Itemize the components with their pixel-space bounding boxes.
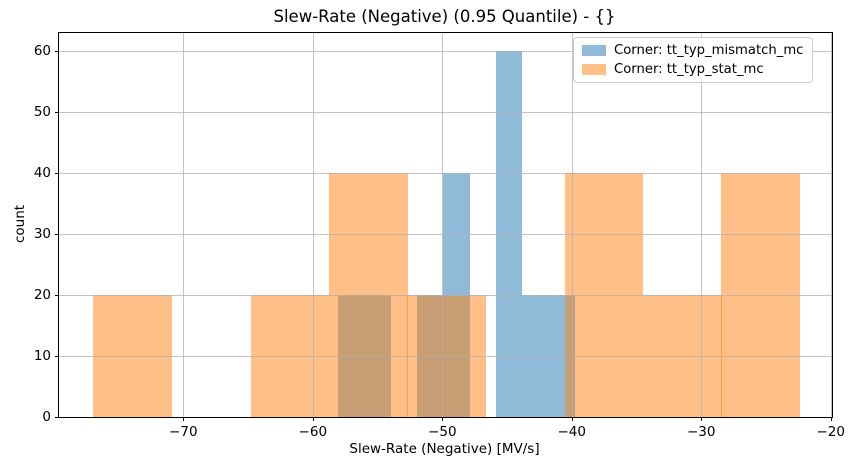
legend-label: Corner: tt_typ_mismatch_mc [614, 43, 804, 58]
x-gridline [830, 33, 832, 417]
y-tick-mark [55, 51, 59, 53]
y-tick-label: 20 [33, 287, 51, 304]
plot-area: −70 −60 −50 −40 −30 −20 0 10 20 30 40 50 60 [34, 32, 845, 440]
legend-swatch-blue-icon [582, 45, 606, 56]
y-gridline [59, 173, 832, 175]
x-tick-label: −40 [557, 424, 586, 440]
y-gridline [59, 356, 832, 357]
y-tick-mark [55, 112, 59, 114]
x-gridline [571, 33, 573, 417]
y-tick-mark [55, 417, 59, 418]
hist-bar-tt_typ_stat_mc [721, 173, 800, 417]
hist-bar-tt_typ_stat_mc [564, 173, 643, 417]
y-tick-mark [55, 356, 59, 357]
x-tick-mark [701, 417, 703, 421]
y-gridline [59, 51, 832, 53]
y-axis-label: count [12, 204, 28, 244]
y-gridline [59, 295, 832, 297]
x-tick-label: −30 [686, 424, 716, 440]
x-gridline [442, 33, 444, 417]
y-tick-mark [55, 295, 59, 297]
legend-label: Corner: tt_typ_stat_mc [614, 62, 764, 77]
y-gridline [59, 234, 832, 236]
x-gridline [312, 33, 314, 417]
x-tick-label: −20 [816, 424, 845, 440]
legend: Corner: tt_typ_mismatch_mc Corner: tt_ty… [573, 37, 814, 83]
y-gridline [59, 112, 832, 114]
x-tick-label: −50 [428, 424, 457, 440]
x-gridline [701, 33, 703, 417]
x-axis-label: Slew-Rate (Negative) [MV/s] [349, 441, 540, 457]
y-tick-label: 0 [42, 409, 51, 425]
legend-entry-mismatch: Corner: tt_typ_mismatch_mc [582, 43, 803, 58]
y-tick-mark [55, 173, 59, 175]
y-tick-label: 10 [33, 348, 51, 364]
x-tick-label: −70 [169, 424, 198, 440]
x-tick-mark [830, 417, 832, 421]
hist-bar-tt_typ_stat_mc [329, 173, 408, 417]
x-tick-mark [183, 417, 185, 421]
y-tick-label: 30 [33, 226, 51, 243]
y-tick-label: 60 [33, 43, 51, 60]
y-tick-label: 50 [33, 104, 51, 121]
legend-swatch-orange-icon [582, 64, 606, 75]
chart-title: Slew-Rate (Negative) (0.95 Quantile) - {… [273, 7, 616, 26]
x-tick-mark [571, 417, 573, 421]
x-tick-label: −60 [298, 424, 328, 440]
x-tick-mark [442, 417, 444, 421]
x-tick-mark [312, 417, 314, 421]
x-gridline [183, 33, 185, 417]
y-tick-label: 40 [33, 165, 51, 182]
y-tick-mark [55, 234, 59, 236]
legend-entry-stat: Corner: tt_typ_stat_mc [582, 62, 803, 77]
